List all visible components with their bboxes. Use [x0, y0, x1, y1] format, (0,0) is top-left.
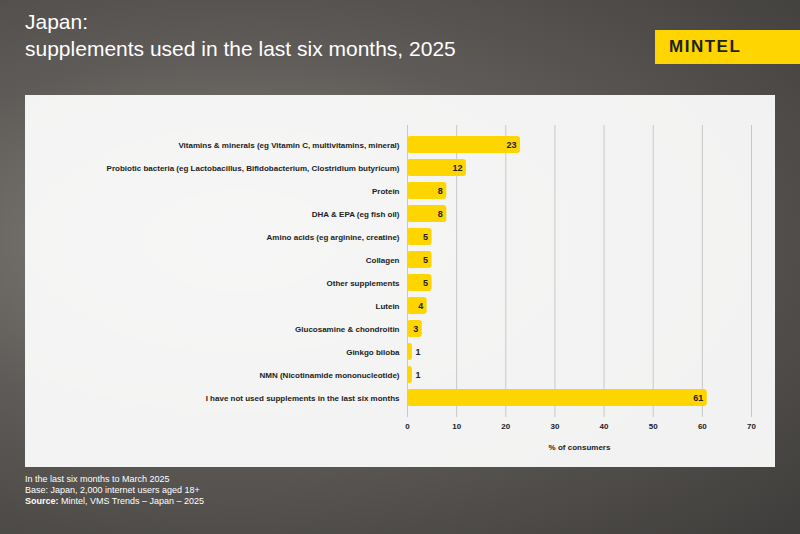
svg-text:40: 40: [600, 422, 609, 431]
svg-text:23: 23: [507, 140, 517, 150]
svg-text:50: 50: [649, 422, 658, 431]
svg-text:5: 5: [423, 278, 428, 288]
svg-text:% of consumers: % of consumers: [549, 443, 611, 452]
svg-text:Probiotic bacteria (eg Lactoba: Probiotic bacteria (eg Lactobacillus, Bi…: [107, 164, 400, 173]
svg-text:Lutein: Lutein: [376, 302, 400, 311]
svg-text:NMN (Nicotinamide mononucleoti: NMN (Nicotinamide mononucleotide): [260, 371, 400, 380]
svg-text:Ginkgo biloba: Ginkgo biloba: [346, 348, 400, 357]
svg-text:60: 60: [698, 422, 707, 431]
svg-text:0: 0: [405, 422, 410, 431]
svg-text:Protein: Protein: [372, 187, 400, 196]
svg-text:20: 20: [501, 422, 510, 431]
svg-text:Vitamins & minerals (eg Vitami: Vitamins & minerals (eg Vitamin C, multi…: [178, 141, 399, 150]
svg-text:4: 4: [418, 301, 423, 311]
html-text:MINTEL: MINTEL: [669, 37, 742, 56]
svg-text:Collagen: Collagen: [366, 256, 400, 265]
svg-text:1: 1: [415, 370, 420, 380]
svg-text:12: 12: [452, 163, 462, 173]
svg-text:I have not used supplements in: I have not used supplements in the last …: [206, 394, 400, 403]
svg-text:30: 30: [550, 422, 559, 431]
svg-text:70: 70: [747, 422, 756, 431]
svg-text:5: 5: [423, 232, 428, 242]
svg-text:3: 3: [413, 324, 418, 334]
svg-text:DHA & EPA (eg fish oil): DHA & EPA (eg fish oil): [312, 210, 400, 219]
svg-text:10: 10: [452, 422, 461, 431]
html-text:supplements used in the last s: supplements used in the last six months,…: [25, 37, 456, 60]
svg-text:61: 61: [693, 393, 703, 403]
svg-text:8: 8: [438, 209, 443, 219]
svg-text:Other supplements: Other supplements: [327, 279, 400, 288]
svg-text:8: 8: [438, 186, 443, 196]
html-text:In the last six months to Marc: In the last six months to March 2025: [25, 474, 170, 484]
html-text:Source: Mintel, VMS Trends – J: Source: Mintel, VMS Trends – Japan – 202…: [25, 496, 205, 506]
svg-text:Glucosamine & chondroitin: Glucosamine & chondroitin: [295, 325, 400, 334]
svg-text:1: 1: [415, 347, 420, 357]
html-text:Japan:: Japan:: [25, 10, 89, 33]
html-text:Base: Japan, 2,000 internet us: Base: Japan, 2,000 internet users aged 1…: [25, 485, 200, 495]
svg-text:5: 5: [423, 255, 428, 265]
svg-text:Amino acids (eg arginine, crea: Amino acids (eg arginine, creatine): [267, 233, 400, 242]
